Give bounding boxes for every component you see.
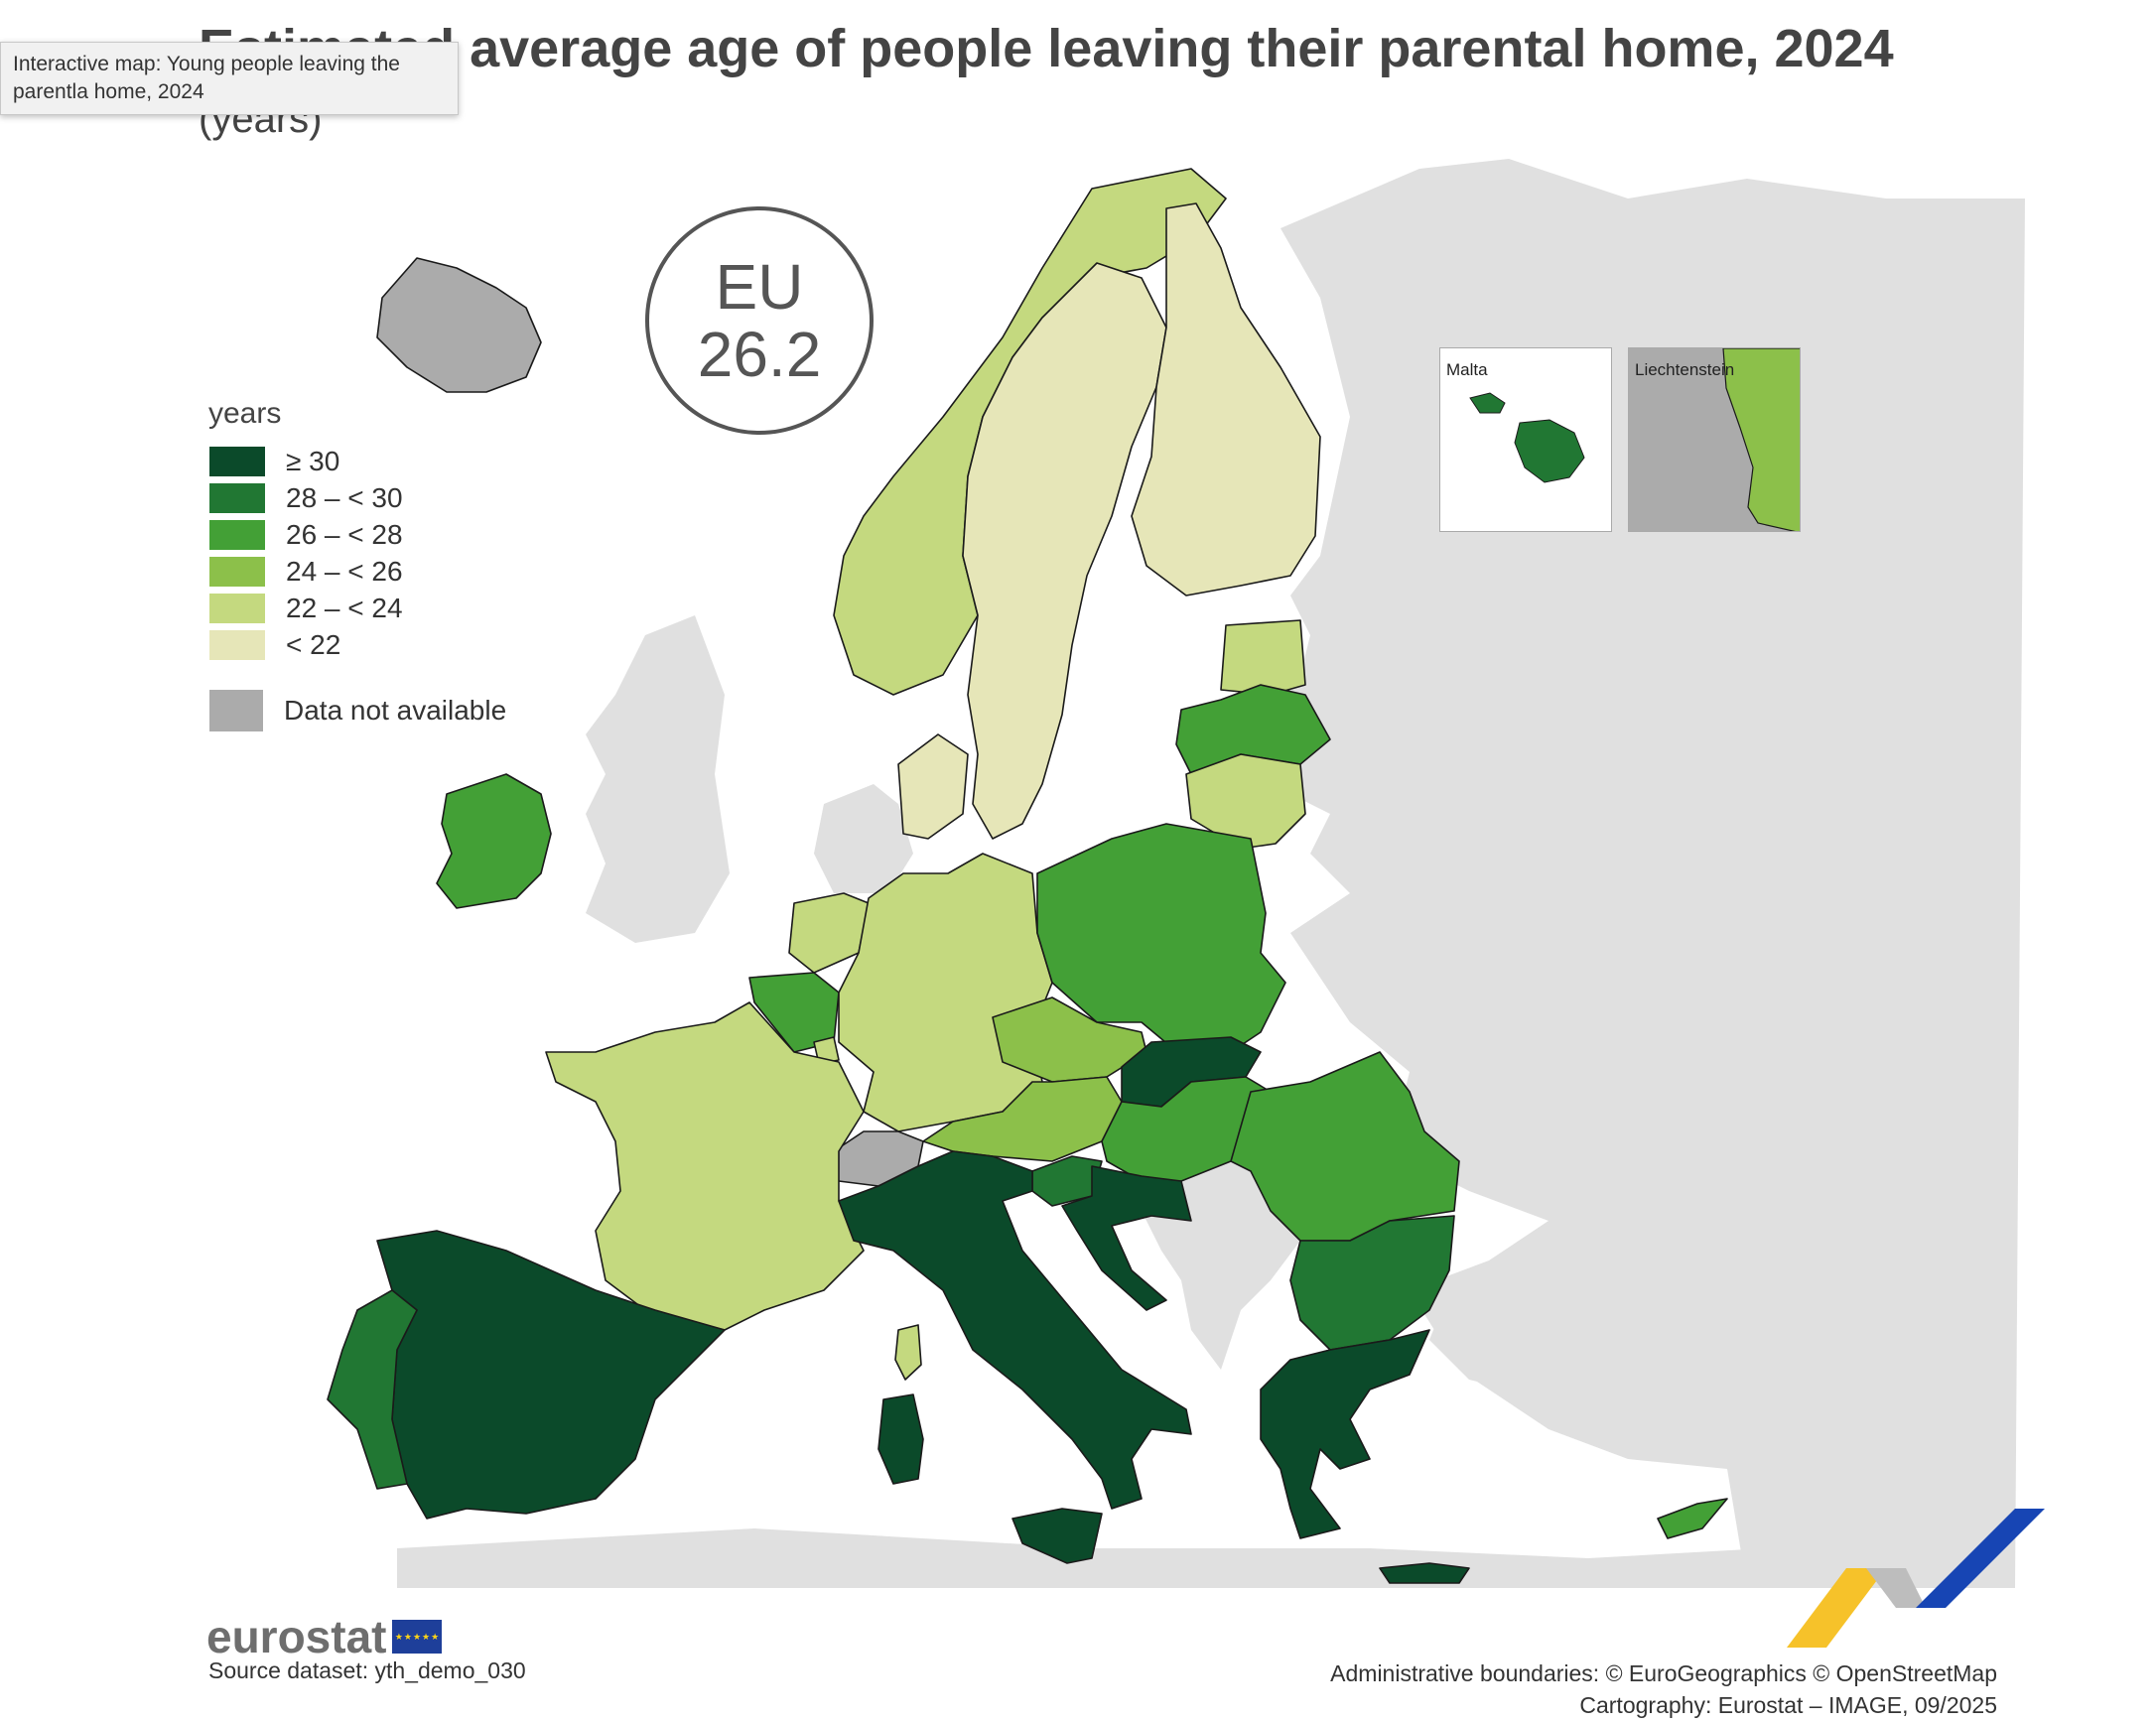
country-romania[interactable] [1230,1051,1460,1242]
eu-badge-label: EU [715,251,804,323]
country-germany[interactable] [838,853,1053,1132]
inset-liechtenstein: Liechtenstein [1628,347,1801,532]
legend-row: 24 – < 26 [208,553,506,590]
eurostat-logo-text: eurostat [206,1611,387,1662]
source-dataset: Source dataset: yth_demo_030 [208,1657,526,1683]
legend-swatch [208,481,266,514]
legend-label: ≥ 30 [286,445,340,476]
country-sweden[interactable] [962,262,1167,840]
malta-shape [1469,392,1585,483]
eurostat-corner-logo [1787,1509,2045,1648]
country-latvia[interactable] [1175,684,1331,775]
country-ireland[interactable] [436,773,552,909]
country-switzerland[interactable] [833,1130,924,1187]
legend-swatch [208,445,266,477]
legend-title: years [208,397,282,430]
country-sardinia[interactable] [877,1393,924,1485]
country-bulgaria[interactable] [1289,1215,1455,1351]
country-greece[interactable] [1260,1329,1430,1539]
eu-average-badge: EU 26.2 [645,206,874,435]
eurostat-logo: eurostat ★★★★★ [206,1610,443,1663]
country-iceland[interactable] [376,257,542,393]
legend-swatch-no-data [208,689,264,732]
country-portugal[interactable] [327,1289,418,1490]
country-malta[interactable] [1469,392,1585,483]
eu-flag-icon: ★★★★★ [392,1620,443,1654]
eu-badge-value: 26.2 [697,319,822,390]
country-finland[interactable] [1131,202,1321,596]
legend-swatch [208,628,266,661]
legend-row: 28 – < 30 [208,479,506,516]
legend-row: 26 – < 28 [208,516,506,553]
country-croatia[interactable] [1061,1165,1192,1311]
inset-malta-label: Malta [1446,360,1488,379]
inset-malta: Malta [1439,347,1612,532]
countries [327,168,1728,1584]
legend-label: < 22 [286,628,341,660]
country-estonia[interactable] [1220,619,1306,696]
legend-row: < 22 [208,626,506,663]
inset-liechtenstein-label: Liechtenstein [1635,360,1735,379]
legend-swatch [208,518,266,551]
legend-no-data: Data not available [208,689,506,732]
legend-label-no-data: Data not available [284,695,507,726]
country-crete[interactable] [1379,1562,1470,1584]
liechtenstein-shape [1722,348,1801,532]
legend-swatch [208,555,266,588]
legend-label: 22 – < 24 [286,592,403,623]
country-cyprus[interactable] [1657,1498,1728,1539]
legend: years ≥ 30 28 – < 30 26 – < 28 24 – < 26… [208,397,506,732]
credits-cartography: Cartography: Eurostat – IMAGE, 09/2025 [1579,1692,1997,1718]
map-title: Estimated average age of people leaving … [199,19,1894,78]
country-italy[interactable] [838,1150,1192,1510]
legend-row: ≥ 30 [208,443,506,479]
country-denmark[interactable] [897,733,969,840]
country-liechtenstein[interactable] [1722,348,1801,532]
credits-boundaries: Administrative boundaries: © EuroGeograp… [1330,1660,1997,1686]
legend-label: 28 – < 30 [286,481,403,513]
country-sicily[interactable] [1011,1508,1103,1564]
legend-label: 24 – < 26 [286,555,403,587]
legend-row: 22 – < 24 [208,590,506,626]
country-poland[interactable] [1036,823,1286,1053]
legend-swatch [208,592,266,624]
credits: Administrative boundaries: © EuroGeograp… [1330,1657,1997,1721]
legend-label: 26 – < 28 [286,518,403,550]
country-lithuania[interactable] [1185,753,1306,850]
country-corsica[interactable] [894,1324,922,1381]
tooltip: Interactive map: Young people leaving th… [0,42,459,115]
